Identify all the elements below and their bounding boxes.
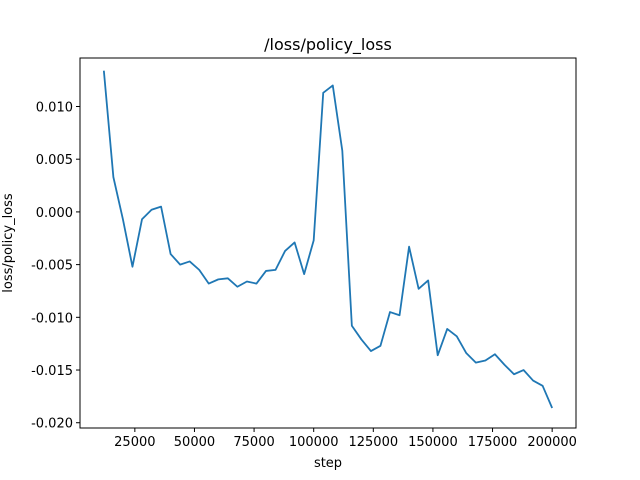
x-axis-label: step <box>314 456 342 471</box>
x-tick-label: 100000 <box>289 435 339 450</box>
series-line <box>102 70 553 409</box>
y-tick-label: -0.005 <box>31 259 73 274</box>
y-axis-label: loss/policy_loss <box>1 193 16 293</box>
x-tick-label: 175000 <box>468 435 518 450</box>
x-tick-label: 25000 <box>114 435 155 450</box>
y-tick-label: 0.000 <box>36 206 73 221</box>
x-tick-label: 75000 <box>233 435 274 450</box>
x-tick-label: 125000 <box>348 435 398 450</box>
y-tick-label: -0.015 <box>31 364 73 379</box>
x-tick-label: 200000 <box>527 435 577 450</box>
x-tick-label: 50000 <box>174 435 215 450</box>
plot-area: 25000 50000 75000 100000 125000 150000 175000 2… <box>31 57 577 450</box>
y-tick-label: 0.010 <box>36 100 73 115</box>
x-tick-label: 150000 <box>408 435 458 450</box>
x-axis: 25000 50000 75000 100000 125000 150000 175000 2… <box>114 428 577 450</box>
y-axis: -0.020 -0.015 -0.010 -0.005 0.000 0.005 0.010 <box>31 100 80 432</box>
y-tick-label: -0.020 <box>31 417 73 432</box>
plot-frame <box>79 57 577 429</box>
y-tick-label: -0.010 <box>31 311 73 326</box>
chart-title: /loss/policy_loss <box>264 35 392 55</box>
y-tick-label: 0.005 <box>36 153 73 168</box>
